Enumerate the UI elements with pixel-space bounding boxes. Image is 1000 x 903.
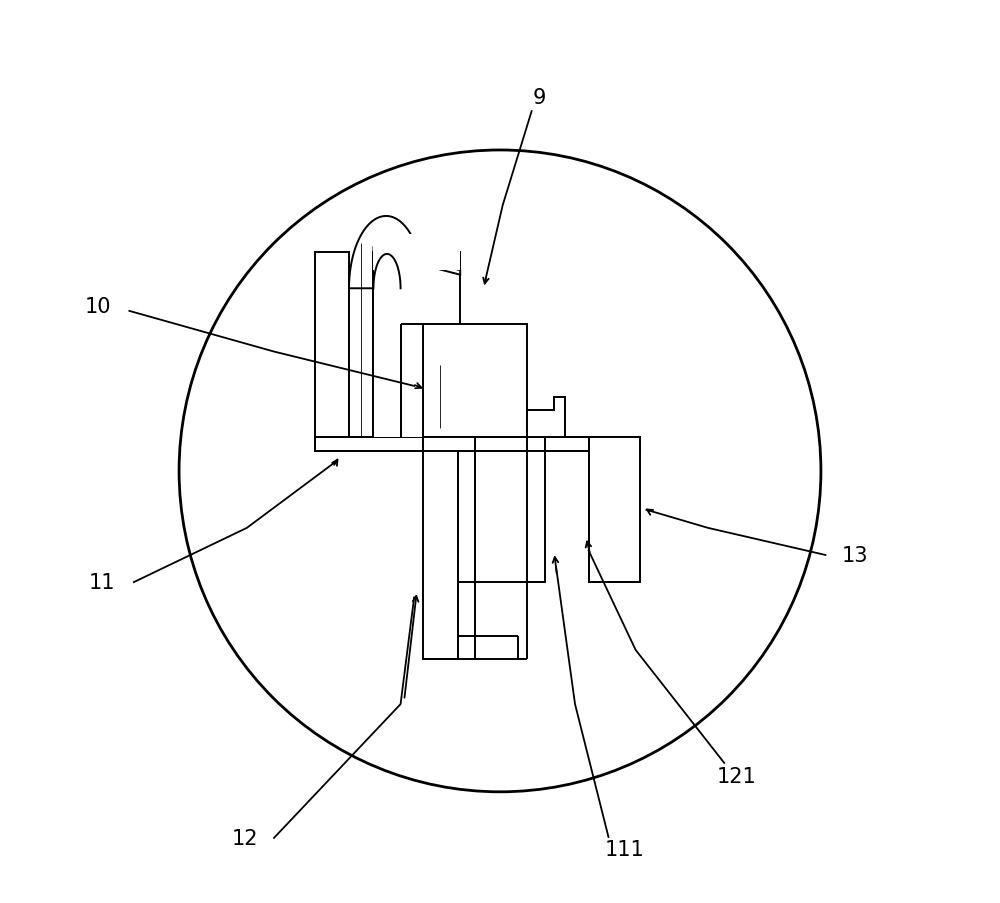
Polygon shape: [373, 325, 401, 438]
Text: 9: 9: [532, 88, 546, 107]
Text: 13: 13: [842, 545, 869, 565]
Polygon shape: [315, 253, 349, 438]
Polygon shape: [589, 438, 640, 582]
Polygon shape: [373, 248, 460, 275]
Polygon shape: [349, 289, 373, 438]
Polygon shape: [315, 438, 640, 452]
Polygon shape: [423, 325, 527, 438]
Polygon shape: [401, 325, 423, 438]
Polygon shape: [527, 397, 565, 438]
Polygon shape: [527, 452, 545, 582]
Text: 121: 121: [717, 767, 757, 787]
Polygon shape: [458, 582, 527, 659]
Polygon shape: [373, 235, 460, 271]
Polygon shape: [401, 325, 423, 438]
Text: 111: 111: [605, 839, 645, 859]
Polygon shape: [423, 438, 458, 659]
Text: 10: 10: [84, 297, 111, 317]
Polygon shape: [423, 438, 475, 452]
Polygon shape: [527, 438, 545, 452]
Text: 11: 11: [89, 573, 115, 592]
Text: 12: 12: [232, 828, 258, 848]
Polygon shape: [349, 217, 423, 289]
Polygon shape: [373, 253, 460, 438]
